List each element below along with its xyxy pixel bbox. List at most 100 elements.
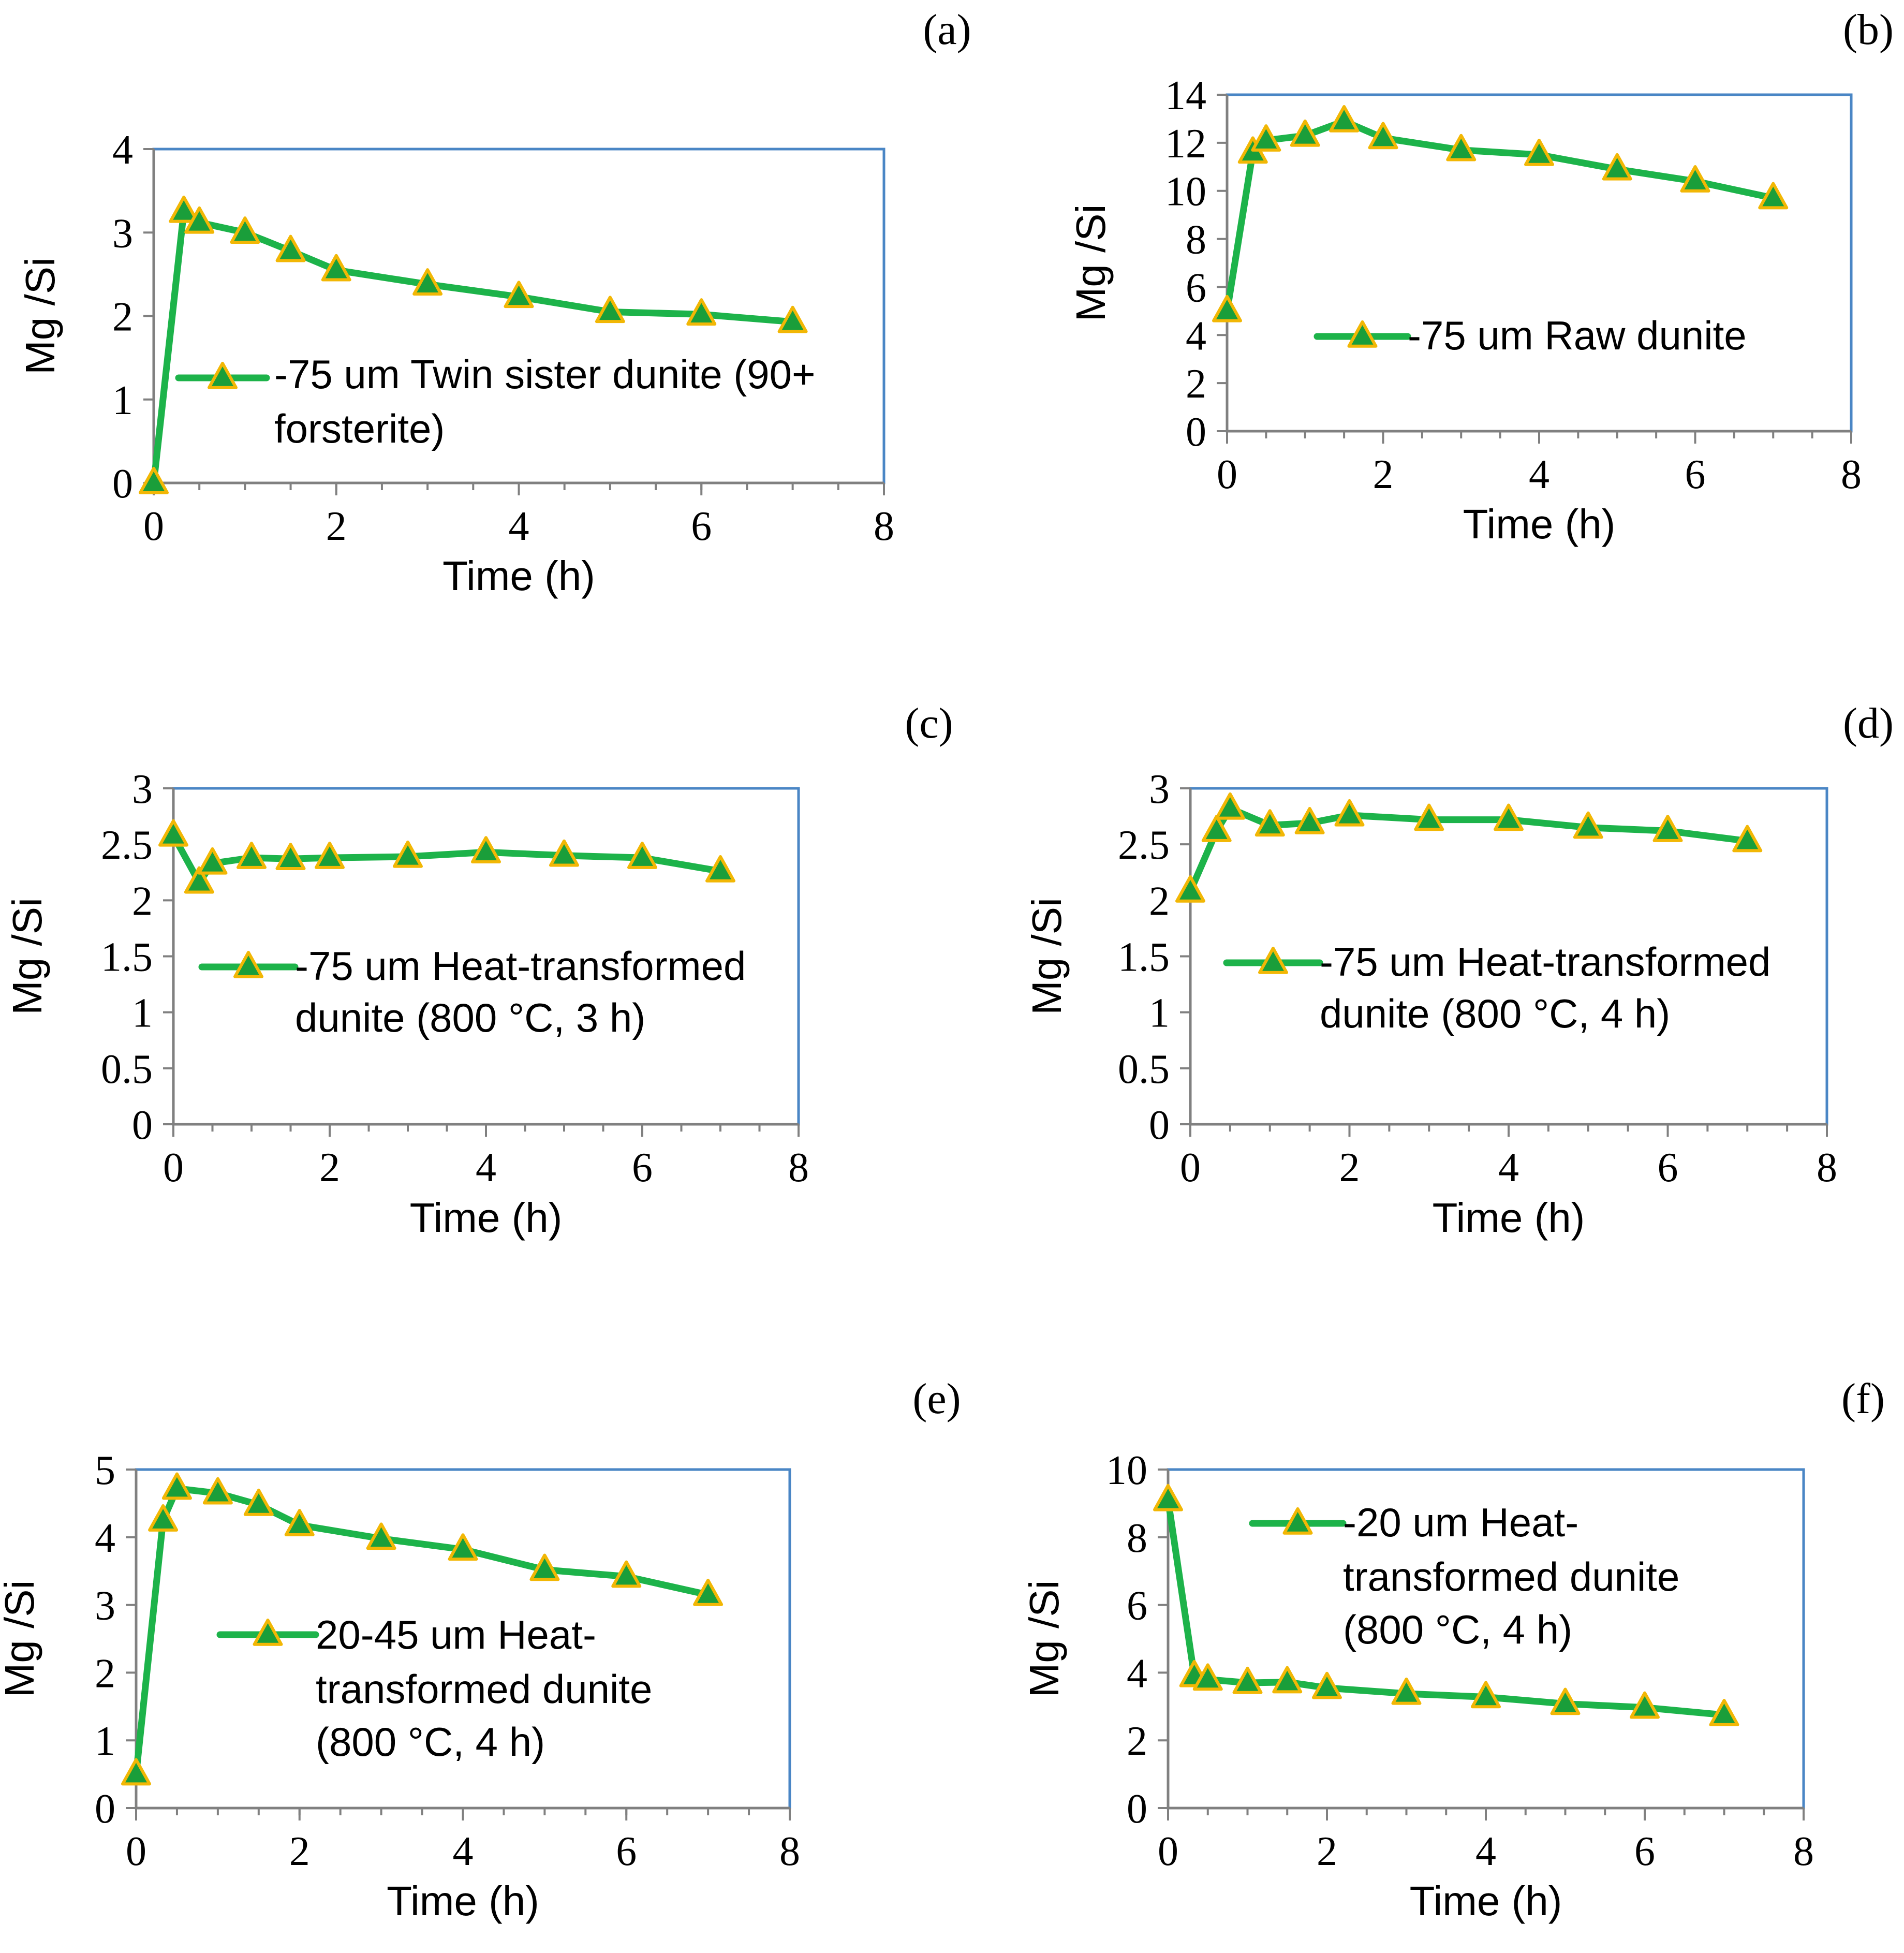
series-line [150,208,796,487]
x-tick-label: 4 [1529,452,1549,497]
x-axis-title: Time (h) [410,1195,563,1241]
legend-label: -75 um Heat-transformed [295,943,746,989]
data-point-marker [1630,1691,1660,1719]
data-point-marker [393,840,423,868]
data-point-marker [1391,1677,1422,1705]
y-axis-title: Mg /Si [1021,1580,1067,1698]
y-tick-label: 3 [1149,767,1170,812]
y-tick-label: 3 [112,211,133,256]
data-point-marker [1329,105,1360,133]
data-point-marker [1550,1687,1581,1715]
x-tick-label: 8 [788,1145,809,1191]
x-tick-label: 8 [779,1829,800,1874]
x-tick-label: 0 [1217,452,1237,497]
data-point-marker [1758,182,1789,210]
data-point-marker [121,1758,151,1786]
data-point-marker [1334,799,1365,827]
panel-label: (b) [1843,6,1894,54]
y-tick-label: 0 [1149,1103,1170,1148]
x-tick-label: 6 [1685,452,1706,497]
x-tick-label: 2 [1373,452,1394,497]
y-tick-label: 2.5 [101,823,153,868]
y-tick-label: 4 [112,127,133,173]
data-point-marker [184,866,214,894]
data-point-marker [315,842,345,869]
chart-panel-3: 0 2 4 6 8 0 0.5 1 1.5 2 2.5 3 Time (h) Mg /Si (d) -75 u… [1024,699,1894,1241]
x-tick-label: 6 [1658,1145,1678,1191]
panel-label: (d) [1843,699,1894,747]
data-point-marker [243,1488,274,1516]
y-axis-title: Mg /Si [17,257,63,375]
y-tick-label: 1 [132,991,153,1036]
y-tick-label: 4 [1127,1651,1147,1696]
data-point-marker [1290,119,1320,147]
legend-marker [1282,1507,1313,1535]
data-point-marker [284,1509,315,1536]
chart-panel-5: 0 2 4 6 8 0 2 4 6 8 10 Time (h) Mg /Si (f) -20 um Heat… [1021,1375,1885,1924]
data-point-marker [1312,1671,1342,1699]
legend-label: dunite (800 °C, 4 h) [1320,991,1670,1036]
data-point-marker [1254,809,1285,837]
data-point-marker [139,466,169,494]
y-tick-label: 1 [1149,991,1170,1036]
y-tick-label: 2 [95,1651,115,1696]
y-tick-label: 14 [1165,73,1206,119]
panel-label: (c) [905,699,953,747]
x-tick-label: 6 [616,1829,637,1874]
data-point-marker [412,268,443,296]
data-point-marker [230,216,260,244]
y-tick-label: 2 [1149,878,1170,924]
data-point-marker [1212,295,1242,322]
y-axis-title: Mg /Si [4,898,50,1015]
data-point-marker [1192,1663,1223,1691]
x-axis-title: Time (h) [442,553,595,599]
x-tick-label: 8 [1793,1829,1814,1874]
x-tick-label: 4 [509,504,529,549]
data-point-marker [237,842,267,869]
legend-label: -75 um Twin sister dunite (90+ [274,351,816,397]
data-point-marker [1232,1666,1263,1694]
data-point-marker [1201,815,1232,842]
x-axis-title: Time (h) [1433,1195,1585,1241]
data-point-marker [448,1533,478,1561]
y-tick-label: 4 [1186,313,1206,359]
data-point-marker [686,298,717,326]
y-tick-label: 3 [95,1583,115,1629]
x-tick-label: 4 [1498,1145,1519,1191]
legend-marker [1347,320,1378,348]
y-axis-title: Mg /Si [0,1580,42,1698]
y-tick-label: 0 [132,1103,153,1148]
legend-marker [1258,946,1288,974]
y-tick-label: 4 [95,1516,115,1561]
legend-label: 20-45 um Heat- [316,1612,596,1657]
x-tick-label: 2 [319,1145,340,1191]
y-tick-label: 0 [95,1786,115,1832]
data-point-marker [1680,165,1710,193]
data-point-marker [1414,803,1444,831]
y-tick-label: 2 [132,878,153,924]
y-tick-label: 2 [112,295,133,340]
data-point-marker [595,296,625,324]
x-tick-label: 4 [476,1145,496,1191]
data-point-marker [321,254,351,282]
data-point-marker [627,842,657,869]
chart-panel-2: 0 2 4 6 8 0 0.5 1 1.5 2 2.5 3 Time (h) Mg /Si (c) -75 u… [4,699,953,1241]
data-point-marker [611,1560,642,1588]
y-tick-label: 2 [1127,1719,1147,1764]
data-point-marker [777,305,808,333]
data-point-marker [693,1578,724,1606]
data-point-marker [1709,1699,1739,1726]
y-tick-label: 10 [1165,169,1206,215]
panel-label: (f) [1841,1375,1885,1423]
data-point-marker [1602,153,1632,181]
legend-label: forsterite) [274,406,445,451]
data-point-marker [148,1504,179,1532]
data-point-marker [1446,134,1477,161]
panel-label: (e) [912,1375,961,1423]
y-tick-label: 6 [1127,1583,1147,1629]
y-tick-label: 1 [112,378,133,423]
x-tick-label: 4 [453,1829,474,1874]
y-tick-label: 0 [1127,1786,1147,1832]
